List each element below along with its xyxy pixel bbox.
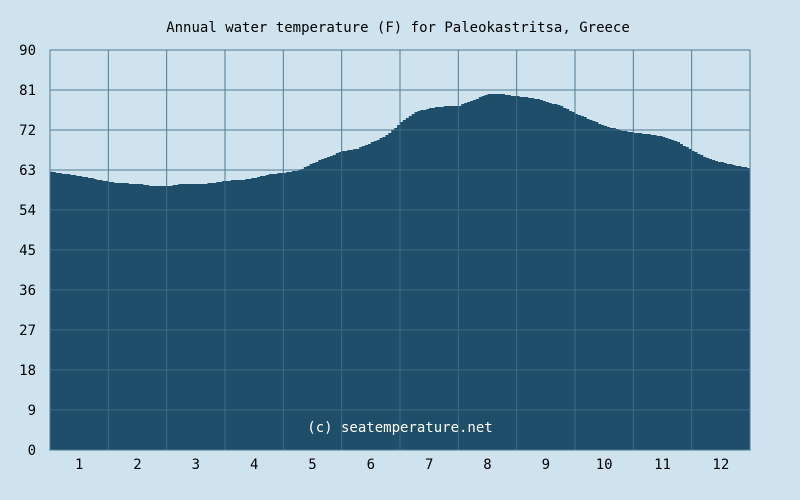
y-tick-labels: 0 9 18 27 36 45 54 63 72 81 90 bbox=[19, 43, 36, 459]
x-tick-label: 10 bbox=[596, 457, 613, 473]
y-tick-label: 0 bbox=[28, 443, 36, 459]
y-tick-label: 90 bbox=[19, 43, 36, 59]
x-tick-label: 11 bbox=[654, 457, 671, 473]
x-tick-label: 2 bbox=[133, 457, 141, 473]
y-tick-label: 18 bbox=[19, 363, 36, 379]
x-tick-label: 7 bbox=[425, 457, 433, 473]
x-tick-label: 3 bbox=[192, 457, 200, 473]
y-tick-label: 36 bbox=[19, 283, 36, 299]
y-tick-label: 81 bbox=[19, 83, 36, 99]
x-tick-labels: 1 2 3 4 5 6 7 8 9 10 11 12 bbox=[75, 457, 729, 473]
y-tick-label: 72 bbox=[19, 123, 36, 139]
chart-title: Annual water temperature (F) for Paleoka… bbox=[166, 20, 630, 36]
x-tick-label: 6 bbox=[367, 457, 375, 473]
y-tick-label: 45 bbox=[19, 243, 36, 259]
x-tick-label: 5 bbox=[308, 457, 316, 473]
x-tick-label: 4 bbox=[250, 457, 258, 473]
x-tick-label: 8 bbox=[483, 457, 491, 473]
y-tick-label: 54 bbox=[19, 203, 36, 219]
y-tick-label: 63 bbox=[19, 163, 36, 179]
x-tick-label: 9 bbox=[542, 457, 550, 473]
y-tick-label: 27 bbox=[19, 323, 36, 339]
y-tick-label: 9 bbox=[28, 403, 36, 419]
plot-frame bbox=[49, 49, 751, 451]
x-tick-label: 1 bbox=[75, 457, 83, 473]
watermark: (c) seatemperature.net bbox=[307, 420, 492, 436]
x-tick-label: 12 bbox=[712, 457, 729, 473]
